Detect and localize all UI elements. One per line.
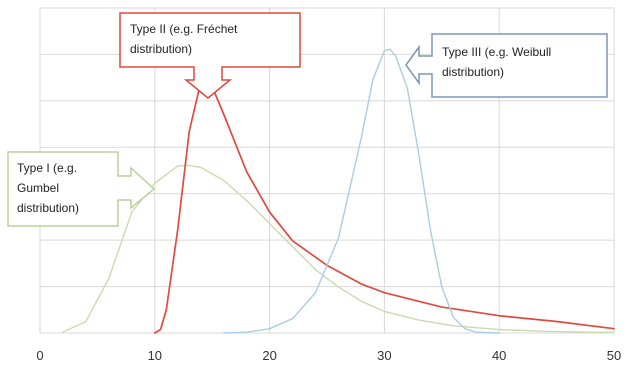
callout-type-i-shape [7, 151, 156, 227]
series-line-type-2 [153, 80, 615, 334]
x-tick-label: 0 [36, 348, 43, 363]
callout-type-iii-line-1: Type III (e.g. Weibull [442, 45, 551, 59]
x-tick-label: 40 [492, 348, 506, 363]
x-tick-label: 10 [148, 348, 162, 363]
x-axis-ticks: 0 10 20 30 40 50 [36, 348, 621, 363]
x-tick-label: 30 [377, 348, 391, 363]
x-tick-label: 20 [262, 348, 276, 363]
x-tick-label: 50 [607, 348, 621, 363]
callout-type-ii-line-1: Type II (e.g. Fréchet [130, 22, 238, 36]
callout-type-iii-shape [405, 33, 608, 98]
callout-type-i-line-3: distribution) [17, 201, 79, 215]
callout-type-i: Type I (e.g. Gumbel distribution) [7, 151, 156, 227]
callout-type-ii-line-2: distribution) [130, 42, 192, 56]
callout-type-ii-shape [119, 12, 301, 99]
callout-type-iii: Type III (e.g. Weibull distribution) [405, 33, 608, 98]
callout-type-i-line-1: Type I (e.g. [17, 161, 77, 175]
callout-type-iii-line-2: distribution) [442, 65, 504, 79]
callout-type-i-line-2: Gumbel [17, 181, 59, 195]
series-line-type-3 [222, 48, 500, 334]
callout-type-ii: Type II (e.g. Fréchet distribution) [119, 12, 301, 99]
